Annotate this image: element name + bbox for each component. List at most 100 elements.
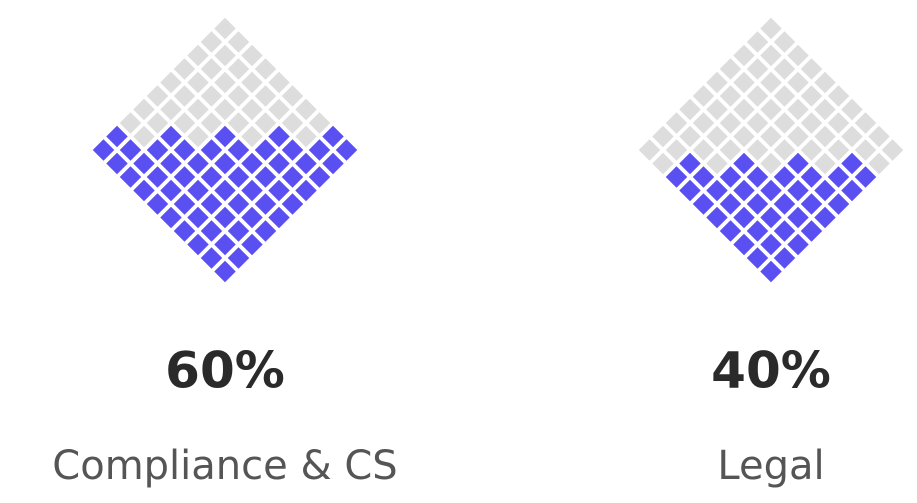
empty-cell [281, 112, 304, 134]
filled-cell [733, 152, 755, 175]
filled-cell [200, 193, 223, 215]
empty-cell [679, 98, 701, 121]
filled-cell [187, 152, 209, 175]
filled-cell [254, 166, 277, 188]
filled-cell [187, 206, 209, 229]
empty-cell [827, 112, 850, 134]
filled-cell [254, 139, 277, 161]
filled-cell [200, 247, 223, 269]
empty-cell [719, 58, 742, 80]
filled-cell [733, 206, 755, 229]
empty-cell [227, 58, 250, 80]
category-label: Legal [717, 443, 824, 489]
empty-cell [706, 152, 728, 175]
filled-cell [160, 152, 182, 175]
filled-cell [200, 220, 223, 242]
filled-cell [160, 125, 182, 148]
waffle-filled [92, 125, 358, 283]
filled-cell [268, 179, 290, 202]
empty-cell [787, 125, 809, 148]
filled-cell [841, 152, 863, 175]
filled-cell [214, 179, 236, 202]
filled-cell [773, 166, 796, 188]
filled-cell [281, 193, 304, 215]
empty-cell [773, 139, 796, 161]
empty-cell [881, 139, 904, 161]
filled-cell [746, 166, 769, 188]
empty-cell [800, 112, 823, 134]
empty-cell [187, 71, 209, 94]
filled-cell [308, 139, 331, 161]
empty-cell [760, 44, 782, 67]
empty-cell [173, 85, 196, 107]
filled-cell [719, 166, 742, 188]
empty-cell [187, 44, 209, 67]
empty-cell [652, 152, 674, 175]
filled-cell [241, 233, 263, 256]
empty-cell [746, 31, 769, 53]
empty-cell [281, 85, 304, 107]
filled-cell [841, 179, 863, 202]
empty-cell [706, 125, 728, 148]
filled-cell [281, 166, 304, 188]
empty-cell [706, 71, 728, 94]
empty-cell [760, 17, 782, 40]
empty-cell [214, 98, 236, 121]
filled-cell [214, 125, 236, 148]
waffle-filled [665, 152, 877, 283]
filled-cell [227, 193, 250, 215]
empty-cell [133, 125, 155, 148]
empty-cell [733, 44, 755, 67]
filled-cell [814, 206, 836, 229]
filled-cell [335, 139, 358, 161]
filled-cell [322, 125, 344, 148]
filled-cell [746, 247, 769, 269]
filled-cell [760, 233, 782, 256]
filled-cell [133, 152, 155, 175]
filled-cell [187, 233, 209, 256]
empty-cell [719, 112, 742, 134]
filled-cell [173, 166, 196, 188]
filled-cell [214, 260, 236, 283]
filled-cell [119, 139, 142, 161]
empty-cell [692, 112, 715, 134]
filled-cell [719, 193, 742, 215]
empty-cell [227, 85, 250, 107]
filled-cell [760, 179, 782, 202]
filled-cell [214, 152, 236, 175]
filled-cell [733, 233, 755, 256]
filled-cell [119, 166, 142, 188]
empty-cell [868, 125, 890, 148]
empty-cell [160, 98, 182, 121]
filled-cell [814, 179, 836, 202]
filled-cell [800, 166, 823, 188]
filled-cell [800, 220, 823, 242]
empty-cell [665, 112, 688, 134]
empty-cell [227, 31, 250, 53]
filled-cell [281, 139, 304, 161]
filled-cell [760, 206, 782, 229]
empty-cell [692, 139, 715, 161]
filled-cell [227, 166, 250, 188]
filled-cell [146, 193, 169, 215]
empty-cell [787, 44, 809, 67]
empty-cell [160, 71, 182, 94]
filled-cell [854, 166, 877, 188]
filled-cell [706, 206, 728, 229]
filled-cell [827, 193, 850, 215]
filled-cell [227, 220, 250, 242]
empty-cell [214, 71, 236, 94]
filled-cell [254, 193, 277, 215]
empty-cell [746, 58, 769, 80]
filled-cell [227, 139, 250, 161]
empty-cell [814, 125, 836, 148]
filled-cell [773, 193, 796, 215]
filled-cell [227, 247, 250, 269]
empty-cell [268, 71, 290, 94]
empty-cell [733, 125, 755, 148]
filled-cell [92, 139, 115, 161]
filled-cell [133, 179, 155, 202]
filled-cell [692, 193, 715, 215]
filled-cell [214, 206, 236, 229]
filled-cell [746, 220, 769, 242]
